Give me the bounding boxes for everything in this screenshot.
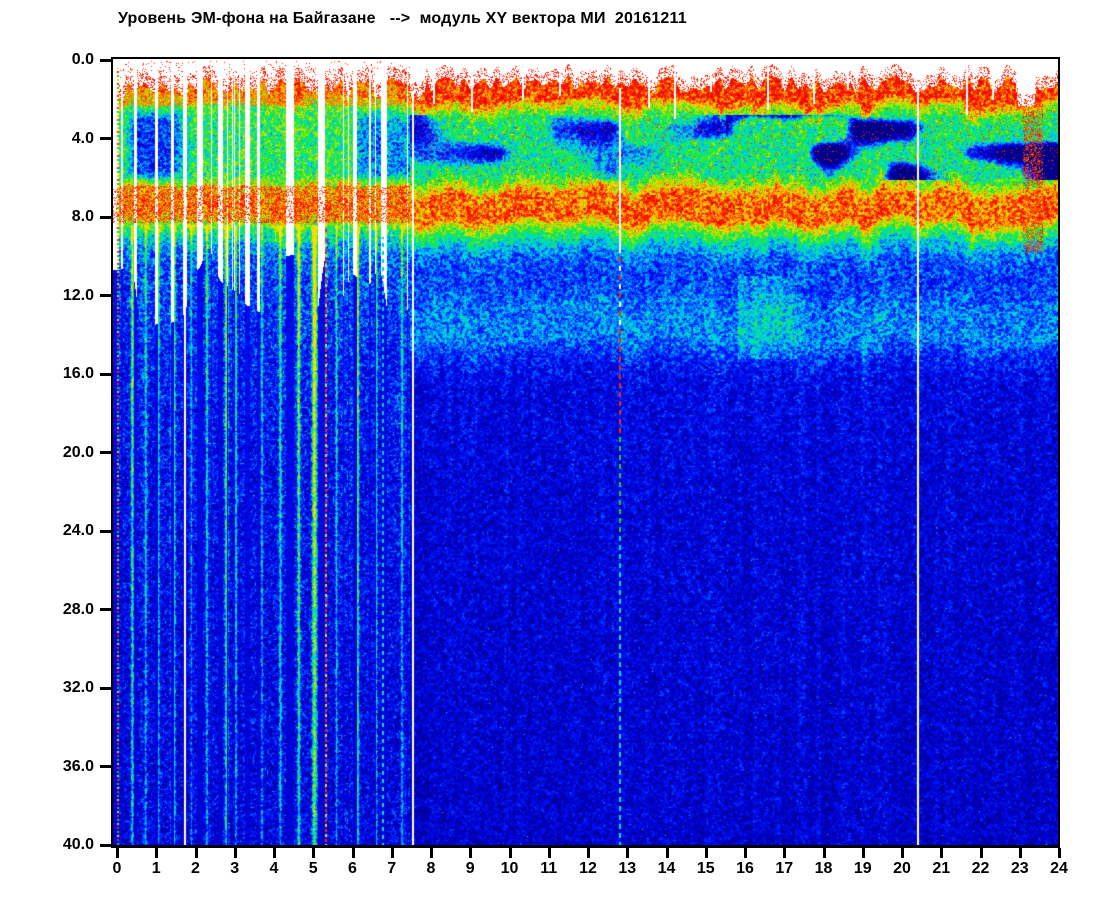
x-axis-tick [547, 848, 551, 858]
x-axis-tick [1058, 848, 1061, 858]
x-axis-tick-label: 0 [112, 860, 122, 877]
chart-title: Уровень ЭМ-фона на Байгазане --> модуль … [118, 10, 687, 27]
y-axis-tick-label: 40.0 [62, 836, 94, 853]
y-axis-tick [100, 608, 111, 611]
x-axis-tick [665, 848, 669, 858]
x-axis-tick [312, 848, 316, 858]
x-axis-tick-label: 5 [308, 860, 318, 877]
y-axis-tick-label: 16.0 [62, 365, 94, 382]
y-axis-tick-label: 36.0 [62, 757, 94, 775]
y-axis-tick-label: 0.0 [71, 51, 94, 68]
x-axis-tick-label: 10 [500, 860, 519, 877]
y-axis-tick-label: 32.0 [62, 679, 94, 696]
y-axis-tick [100, 215, 111, 219]
x-axis-tick [116, 848, 119, 858]
x-axis-tick-label: 2 [191, 860, 200, 877]
x-axis-tick-label: 23 [1010, 860, 1029, 877]
y-axis-tick [100, 451, 111, 454]
x-axis-tick-label: 16 [736, 860, 754, 877]
x-axis-tick-label: 17 [775, 860, 794, 877]
x-axis-tick-label: 8 [426, 860, 436, 877]
y-axis-tick [100, 686, 111, 690]
x-axis-tick [273, 848, 276, 858]
x-axis-tick [390, 848, 394, 858]
x-axis-tick [626, 848, 630, 858]
x-axis-tick-label: 13 [618, 860, 637, 877]
y-axis-tick-label: 24.0 [62, 522, 94, 539]
x-axis-tick-label: 24 [1050, 860, 1068, 877]
x-axis-tick [901, 848, 904, 858]
x-axis-tick [351, 848, 355, 858]
x-axis-tick [508, 848, 512, 858]
y-axis-tick-label: 28.0 [62, 600, 94, 618]
y-axis-tick-label: 4.0 [71, 129, 94, 147]
x-axis-tick-label: 22 [971, 860, 990, 877]
y-axis-tick [100, 529, 111, 533]
x-axis-tick [430, 848, 433, 858]
y-axis-tick [100, 58, 111, 62]
x-axis-tick-label: 14 [657, 860, 676, 877]
x-axis-tick [155, 848, 159, 858]
y-axis-tick-label: 12.0 [62, 286, 94, 304]
y-axis-tick-label: 20.0 [62, 443, 94, 461]
y-axis-tick [100, 294, 111, 297]
x-axis-tick-label: 9 [465, 860, 475, 877]
x-axis-tick [979, 848, 983, 858]
x-axis-tick-label: 20 [893, 860, 911, 877]
spectrogram-canvas [113, 59, 1058, 845]
x-axis-tick [704, 848, 708, 858]
x-axis-tick [783, 848, 787, 858]
plot-area [111, 57, 1060, 848]
x-axis-tick [744, 848, 747, 858]
x-axis-tick-label: 18 [814, 860, 833, 877]
x-axis-tick [194, 848, 198, 858]
x-axis-tick-label: 6 [348, 860, 357, 877]
x-axis-tick-label: 4 [269, 860, 279, 877]
x-axis-tick-label: 11 [540, 860, 558, 877]
x-axis-tick-label: 7 [387, 860, 397, 877]
x-axis-tick [233, 848, 237, 858]
y-axis-tick [100, 765, 111, 768]
x-axis-tick [822, 848, 826, 858]
x-axis-tick [940, 848, 944, 858]
x-axis-tick-label: 3 [230, 860, 240, 877]
y-axis-tick [100, 843, 111, 847]
x-axis-tick [861, 848, 865, 858]
y-axis-tick [100, 137, 111, 140]
x-axis-tick-label: 15 [696, 860, 715, 877]
x-axis-tick-label: 21 [932, 860, 951, 877]
x-axis-tick-label: 1 [151, 860, 161, 877]
x-axis-tick-label: 12 [579, 860, 597, 877]
x-axis-tick [1018, 848, 1022, 858]
y-axis-tick-label: 8.0 [71, 208, 94, 225]
x-axis-tick [469, 848, 473, 858]
y-axis-tick [100, 372, 111, 376]
x-axis-tick [587, 848, 590, 858]
x-axis-tick-label: 19 [853, 860, 872, 877]
